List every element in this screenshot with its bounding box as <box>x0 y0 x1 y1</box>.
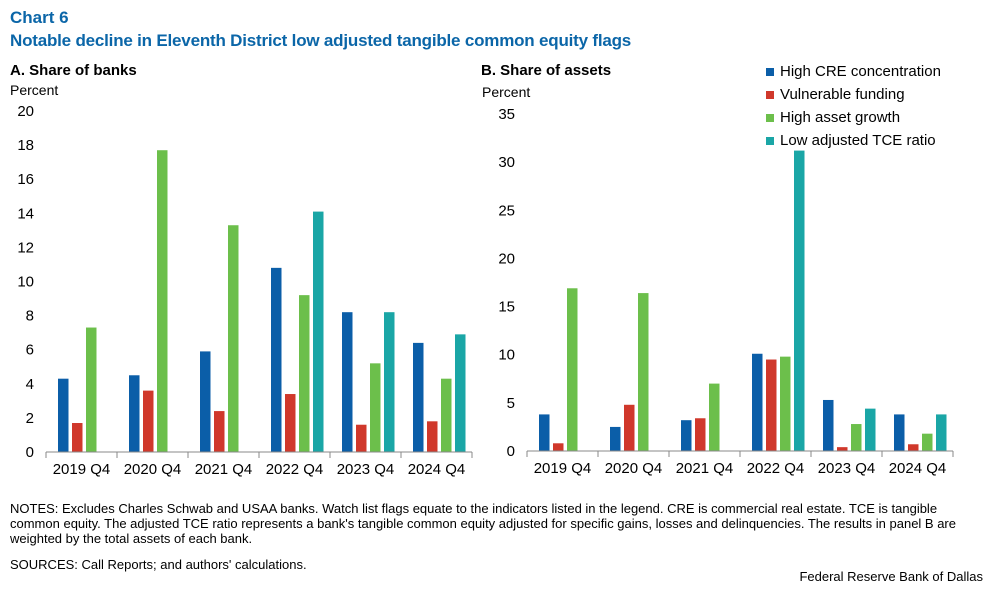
panel-b-x-tick-label: 2019 Q4 <box>534 460 592 477</box>
panel-a-bar-tce <box>455 334 466 452</box>
panel-b-bar-tce <box>794 150 805 452</box>
panel-a-bar-tce <box>313 211 324 452</box>
legend-swatch-funding <box>766 90 774 99</box>
panel-a-bar-cre <box>271 267 282 452</box>
panel-a-bar-growth <box>86 327 97 452</box>
panel-a-title: A. Share of banks <box>10 62 137 79</box>
panel-a-y-tick-label: 10 <box>17 274 34 291</box>
legend-item-growth: High asset growth <box>766 106 941 129</box>
panel-b-bar-cre <box>894 414 905 451</box>
panel-a-y-tick-label: 4 <box>26 376 34 393</box>
panel-b-bar-tce <box>936 414 947 451</box>
panel-a-y-tick-label: 20 <box>17 103 34 120</box>
panel-a-bar-cre <box>129 375 140 452</box>
panel-a-bar-funding <box>427 421 438 452</box>
panel-b-unit-label: Percent <box>482 84 531 100</box>
charts-canvas: 0 2 4 6 8 10 12 14 16 18 20 2019 Q4 2020 Q4 2021 Q4 20… <box>17 103 954 478</box>
panel-b-bar-cre <box>823 399 834 451</box>
panel-b-y-tick-label: 25 <box>498 202 515 219</box>
panel-a-y-tick-label: 6 <box>26 342 34 359</box>
panel-a-x-tick-label: 2023 Q4 <box>337 461 395 478</box>
panel-b-x-tick-label: 2020 Q4 <box>605 460 663 477</box>
chart-title: Notable decline in Eleventh District low… <box>10 31 632 50</box>
panel-b-y-tick-label: 30 <box>498 154 515 171</box>
panel-a-x-tick-label: 2022 Q4 <box>266 461 324 478</box>
panel-b-bar-funding <box>695 418 706 451</box>
panel-b-bar-cre <box>681 420 692 451</box>
panel-a-x-tick-label: 2019 Q4 <box>53 461 111 478</box>
legend-label-tce: Low adjusted TCE ratio <box>780 132 936 149</box>
panel-a-y-tick-label: 2 <box>26 410 34 427</box>
panel-b-y-tick-label: 20 <box>498 250 515 267</box>
sources: SOURCES: Call Reports; and authors' calc… <box>10 557 307 572</box>
panel-a-bar-cre <box>342 312 353 452</box>
panel-b-bar-growth <box>567 288 578 451</box>
legend-swatch-cre <box>766 67 774 76</box>
panel-a-y-tick-label: 16 <box>17 171 34 188</box>
panel-a-bar-cre <box>413 342 424 452</box>
panel-a-bar-growth <box>228 225 239 452</box>
panel-b-bar-growth <box>780 356 791 451</box>
panel-a-x-tick-label: 2024 Q4 <box>408 461 466 478</box>
panel-b-bar-funding <box>624 404 635 451</box>
panel-b-y-tick-label: 15 <box>498 299 515 316</box>
credit: Federal Reserve Bank of Dallas <box>799 569 983 584</box>
panel-b-y-tick-label: 0 <box>507 443 515 460</box>
panel-b-bar-funding <box>553 443 564 451</box>
panel-b-bar-cre <box>610 426 621 451</box>
panel-b-bar-funding <box>837 447 848 451</box>
panel-b-bar-funding <box>766 359 777 451</box>
panel-b-bar-growth <box>638 293 649 451</box>
legend-item-funding: Vulnerable funding <box>766 83 941 106</box>
panel-a-x-tick-label: 2021 Q4 <box>195 461 253 478</box>
panel-a-unit-label: Percent <box>10 82 59 98</box>
panel-b-bar-cre <box>539 414 550 451</box>
panel-b-x-tick-label: 2023 Q4 <box>818 460 876 477</box>
panel-a-bar-growth <box>157 150 168 452</box>
panel-a-bar-growth <box>370 363 381 452</box>
panel-a-bar-funding <box>72 423 83 452</box>
panel-b-x-tick-label: 2021 Q4 <box>676 460 734 477</box>
panel-b-x-tick-label: 2024 Q4 <box>889 460 947 477</box>
panel-b-y-tick-label: 10 <box>498 347 515 364</box>
panel-a-bar-funding <box>285 394 296 452</box>
panel-a-y-tick-label: 18 <box>17 137 34 154</box>
panel-b-y-tick-label: 35 <box>498 106 515 123</box>
legend-label-funding: Vulnerable funding <box>780 86 905 103</box>
panel-a-bar-tce <box>384 312 395 452</box>
panel-b-bar-growth <box>851 424 862 451</box>
legend: High CRE concentration Vulnerable fundin… <box>766 60 941 152</box>
panel-b-y-tick-label: 5 <box>507 395 515 412</box>
panel-b-x-tick-label: 2022 Q4 <box>747 460 805 477</box>
chart-number: Chart 6 <box>10 8 69 27</box>
panel-a-y-tick-label: 0 <box>26 444 34 461</box>
panel-a-bar-funding <box>356 424 367 452</box>
panel-b-bar-tce <box>865 408 876 451</box>
panel-a-y-tick-label: 8 <box>26 308 34 325</box>
panel-b-bar-funding <box>908 444 919 451</box>
panel-a-bar-growth <box>299 295 310 452</box>
legend-swatch-tce <box>766 136 774 145</box>
panel-a-bar-cre <box>58 378 69 452</box>
panel-a-y-tick-label: 12 <box>17 239 34 256</box>
legend-swatch-growth <box>766 113 774 122</box>
panel-a-bar-funding <box>143 390 154 452</box>
panel-a-bar-cre <box>200 351 211 452</box>
panel-a-bar-funding <box>214 411 225 452</box>
legend-item-cre: High CRE concentration <box>766 60 941 83</box>
panel-a-y-tick-label: 14 <box>17 205 34 222</box>
panel-b-title: B. Share of assets <box>481 62 612 79</box>
notes: NOTES: Excludes Charles Schwab and USAA … <box>10 501 956 546</box>
legend-item-tce: Low adjusted TCE ratio <box>766 129 941 152</box>
panel-a-bar-growth <box>441 378 452 452</box>
panel-b-bar-cre <box>752 353 763 451</box>
legend-label-growth: High asset growth <box>780 109 901 126</box>
panel-b-bar-growth <box>709 383 720 451</box>
panel-a-x-tick-label: 2020 Q4 <box>124 461 182 478</box>
panel-b-bar-growth <box>922 433 933 451</box>
legend-label-cre: High CRE concentration <box>780 63 941 80</box>
